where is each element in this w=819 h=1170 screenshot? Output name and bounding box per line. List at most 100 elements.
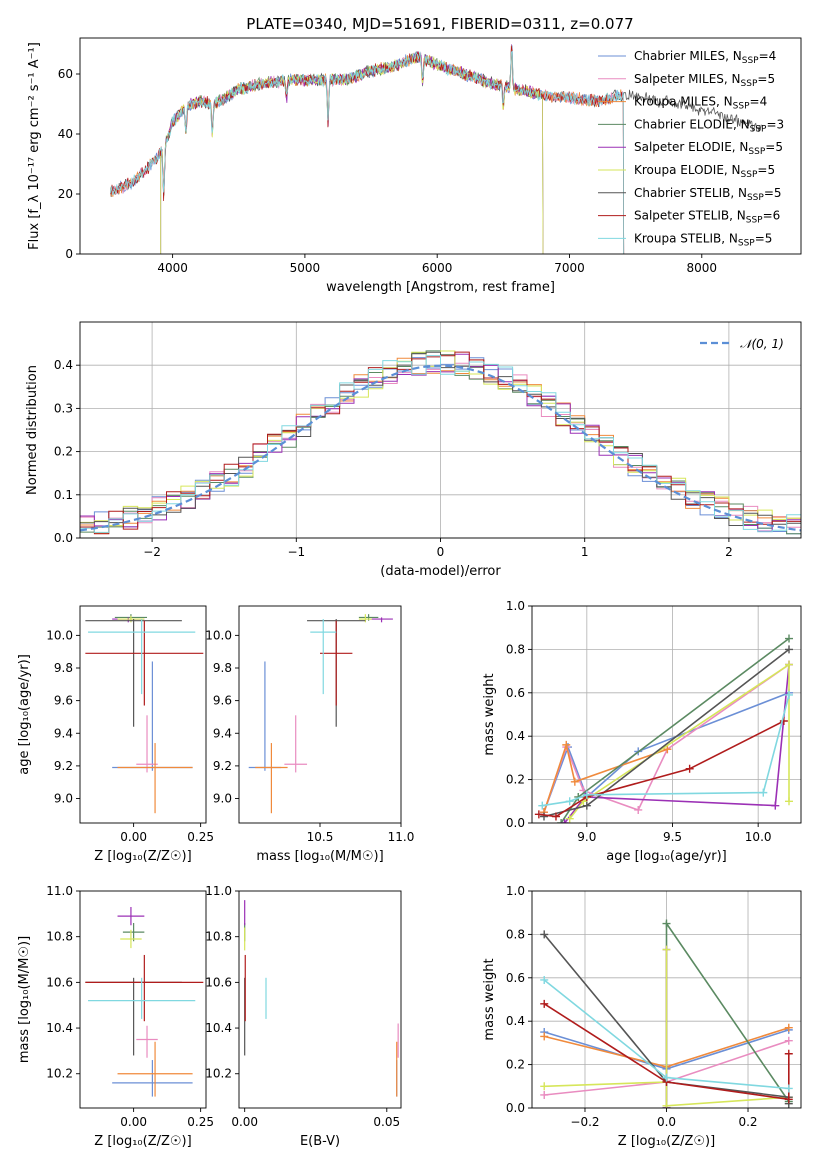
plus-marker <box>784 1036 793 1045</box>
x-tick-label: −1 <box>287 545 305 559</box>
x-tick-label: −2 <box>143 545 161 559</box>
errorbar-salpeter-miles <box>136 715 158 773</box>
legend-label: Kroupa STELIB, N <box>634 231 738 245</box>
mass-vs-metallicity-panel: 0.00 0.25 10.2 10.4 10.6 10.8 11.0 Z [log₁₀(Z/Z… <box>17 884 214 1149</box>
y-tick-label: 10.6 <box>46 975 73 989</box>
series-chabrier-elodie <box>557 634 794 823</box>
legend-label: Chabrier ELODIE, N <box>634 117 750 131</box>
y-tick-label: 10.8 <box>46 930 73 944</box>
errorbar-kroupa-stelib <box>88 619 196 695</box>
errorbar-kroupa-miles <box>255 743 288 814</box>
y-axis-label: Normed distribution <box>25 365 40 495</box>
legend-subscript: SSP <box>742 56 759 66</box>
plus-marker <box>540 975 549 984</box>
plus-marker <box>562 740 571 749</box>
plus-marker <box>565 814 574 823</box>
x-tick-label: 6000 <box>422 261 453 275</box>
plus-marker <box>784 1095 793 1104</box>
series-kroupa-stelib <box>540 975 793 1093</box>
y-tick-label: 0.2 <box>506 1058 525 1072</box>
errorbar-chabrier-elodie <box>122 922 145 942</box>
y-tick-label: 10.2 <box>205 1067 232 1081</box>
plus-marker <box>759 788 768 797</box>
y-tick-label: 9.4 <box>213 726 232 740</box>
y-tick-label: 0.2 <box>506 773 525 787</box>
plus-marker <box>540 1082 549 1091</box>
plus-marker <box>785 645 794 654</box>
plus-marker <box>779 717 788 726</box>
plot-area <box>540 919 793 1108</box>
residuals-panel: −2 −1 0 1 2 0.0 0.1 0.2 0.3 0.4 (data-model)/error… <box>25 321 802 579</box>
y-axis-label: mass [log₁₀(M/M☉)] <box>17 936 32 1063</box>
weight-line <box>543 1003 790 1101</box>
spectrum-line-kroupa-stelib <box>110 50 625 254</box>
x-tick-label: 10.5 <box>307 830 334 844</box>
series-kroupa-stelib <box>538 690 794 810</box>
y-tick-label: 9.6 <box>213 694 232 708</box>
mass-vs-ebv-panel: 0.00 0.05 10.2 10.4 10.6 10.8 11.0 E(B-V) <box>205 884 402 1149</box>
legend-count: =3 <box>766 117 784 131</box>
legend-count: =5 <box>757 72 775 86</box>
legend-subscript: SSP <box>747 193 764 203</box>
legend-entry: Kroupa MILES, NSSP=4 <box>634 95 767 112</box>
age-vs-metallicity-panel: 0.00 0.25 9.0 9.2 9.4 9.6 9.8 10.0 Z [log₁₀(Z/Z☉… <box>17 605 214 864</box>
legend-subscript: SSP <box>750 124 767 134</box>
errorbar-chabrier-miles <box>112 661 193 771</box>
y-tick-label: 1.0 <box>506 599 525 613</box>
legend-entry: Kroupa ELODIE, NSSP=5 <box>634 163 775 180</box>
x-tick-label: 0.00 <box>231 1115 258 1129</box>
legend-entry: Salpeter ELODIE, NSSP=5 <box>634 140 783 157</box>
y-tick-label: 0.6 <box>506 686 525 700</box>
legend-label: Salpeter MILES, N <box>634 72 741 86</box>
errorbar-chabrier-elodie <box>358 614 379 621</box>
x-axis-label: Z [log₁₀(Z/Z☉)] <box>94 849 191 864</box>
y-tick-label: 0 <box>65 247 73 261</box>
x-tick-label: 0 <box>437 545 445 559</box>
weight-line <box>544 949 789 1107</box>
plus-marker <box>785 690 794 699</box>
spectrum-panel: 4000 5000 6000 7000 8000 0 20 40 60 wavelength [A… <box>27 37 802 295</box>
y-tick-label: 60 <box>58 67 73 81</box>
plus-marker <box>538 801 547 810</box>
x-tick-label: 4000 <box>157 261 188 275</box>
plus-marker <box>551 812 560 821</box>
y-tick-label: 0.0 <box>506 1101 525 1115</box>
errorbar-chabrier-miles <box>248 661 282 771</box>
x-tick-label: −0.2 <box>570 1115 599 1129</box>
plus-marker <box>662 945 671 954</box>
errorbar-kroupa-elodie <box>117 615 145 623</box>
x-tick-label: 0.25 <box>187 830 214 844</box>
plus-marker <box>685 764 694 773</box>
errorbar-chabrier-stelib <box>85 977 182 1056</box>
legend-subscript: SSP <box>741 170 758 180</box>
series-chabrier-stelib <box>539 645 794 821</box>
y-tick-label: 0.0 <box>54 531 73 545</box>
plus-marker <box>582 801 591 810</box>
legend-count: =4 <box>759 49 777 63</box>
plot-area <box>110 44 762 254</box>
spectrum-line-chabrier-miles <box>110 45 625 254</box>
weight-line <box>665 920 790 1108</box>
errorbar-kroupa-elodie <box>120 929 142 949</box>
plus-marker <box>540 1090 549 1099</box>
y-tick-label: 10.4 <box>46 1021 73 1035</box>
legend-entry: Chabrier STELIB, NSSP=5 <box>634 186 782 203</box>
x-tick-label: 0.0 <box>657 1115 676 1129</box>
axes-frame <box>531 605 802 824</box>
legend-label: Kroupa ELODIE, N <box>634 163 741 177</box>
y-tick-label: 11.0 <box>46 884 73 898</box>
x-axis-label: Z [log₁₀(Z/Z☉)] <box>94 1134 191 1149</box>
axes-frame <box>238 605 402 824</box>
legend-count: =5 <box>764 186 782 200</box>
legend-subscript: SSP <box>738 238 755 248</box>
plus-marker <box>663 745 672 754</box>
y-axis-label: mass weight <box>482 958 497 1040</box>
errorbar-chabrier-stelib <box>85 619 182 727</box>
y-axis-label: Flux [f_λ 10⁻¹⁷ erg cm⁻² s⁻¹ A⁻¹] <box>27 42 42 250</box>
weight-line <box>563 664 790 823</box>
x-axis-label: (data-model)/error <box>380 564 501 579</box>
x-tick-label: 8000 <box>687 261 718 275</box>
y-tick-label: 1.0 <box>506 884 525 898</box>
